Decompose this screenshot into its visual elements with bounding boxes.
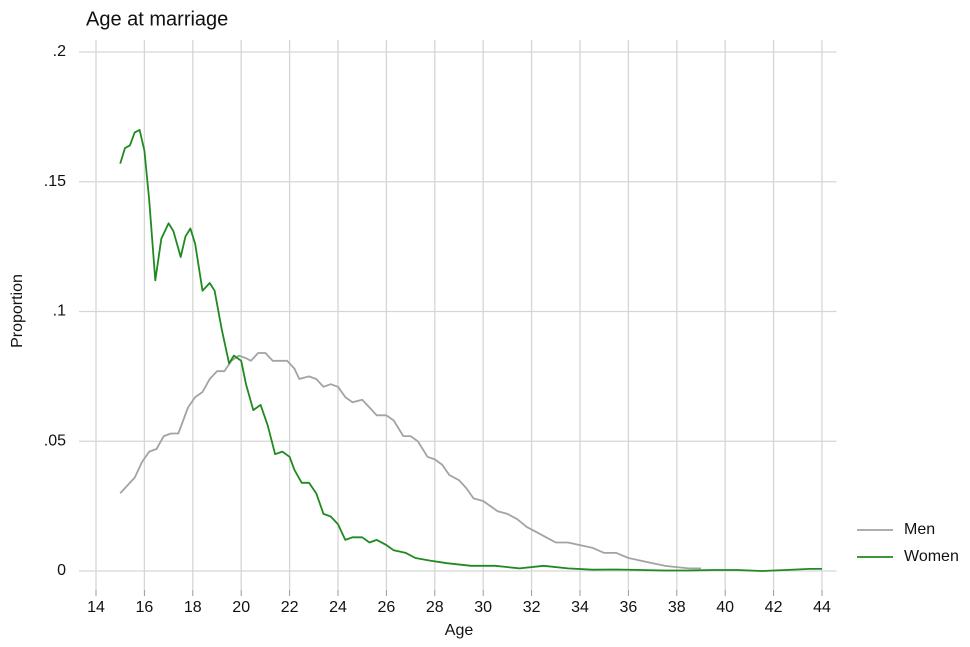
x-axis-label: Age bbox=[445, 622, 474, 639]
data-line bbox=[119, 128, 822, 572]
chart-title: Age at marriage bbox=[86, 8, 228, 30]
x-tick-label: 34 bbox=[571, 599, 589, 616]
x-tick-label: 26 bbox=[377, 599, 395, 616]
x-tick-label: 32 bbox=[523, 599, 541, 616]
data-line bbox=[119, 352, 701, 570]
x-tick-label: 28 bbox=[426, 599, 444, 616]
x-tick-label: 36 bbox=[619, 599, 637, 616]
y-tick-label: .2 bbox=[53, 43, 66, 60]
x-tick-label: 24 bbox=[329, 599, 347, 616]
x-tick-label: 16 bbox=[135, 599, 153, 616]
legend-label: Women bbox=[904, 548, 959, 565]
y-tick-label: 0 bbox=[57, 562, 66, 579]
x-tick-label: 44 bbox=[813, 599, 831, 616]
x-tick-label: 40 bbox=[716, 599, 734, 616]
x-tick-label: 38 bbox=[668, 599, 686, 616]
y-tick-label: .1 bbox=[53, 303, 66, 320]
x-tick-label: 18 bbox=[184, 599, 202, 616]
legend-label: Men bbox=[904, 521, 935, 538]
x-tick-label: 22 bbox=[281, 599, 299, 616]
y-axis-label: Proportion bbox=[9, 274, 26, 348]
y-tick-label: .05 bbox=[44, 432, 66, 449]
x-tick-label: 14 bbox=[87, 599, 105, 616]
x-tick-label: 42 bbox=[765, 599, 783, 616]
x-tick-label: 30 bbox=[474, 599, 492, 616]
y-tick-label: .15 bbox=[44, 173, 66, 190]
x-tick-label: 20 bbox=[232, 599, 250, 616]
